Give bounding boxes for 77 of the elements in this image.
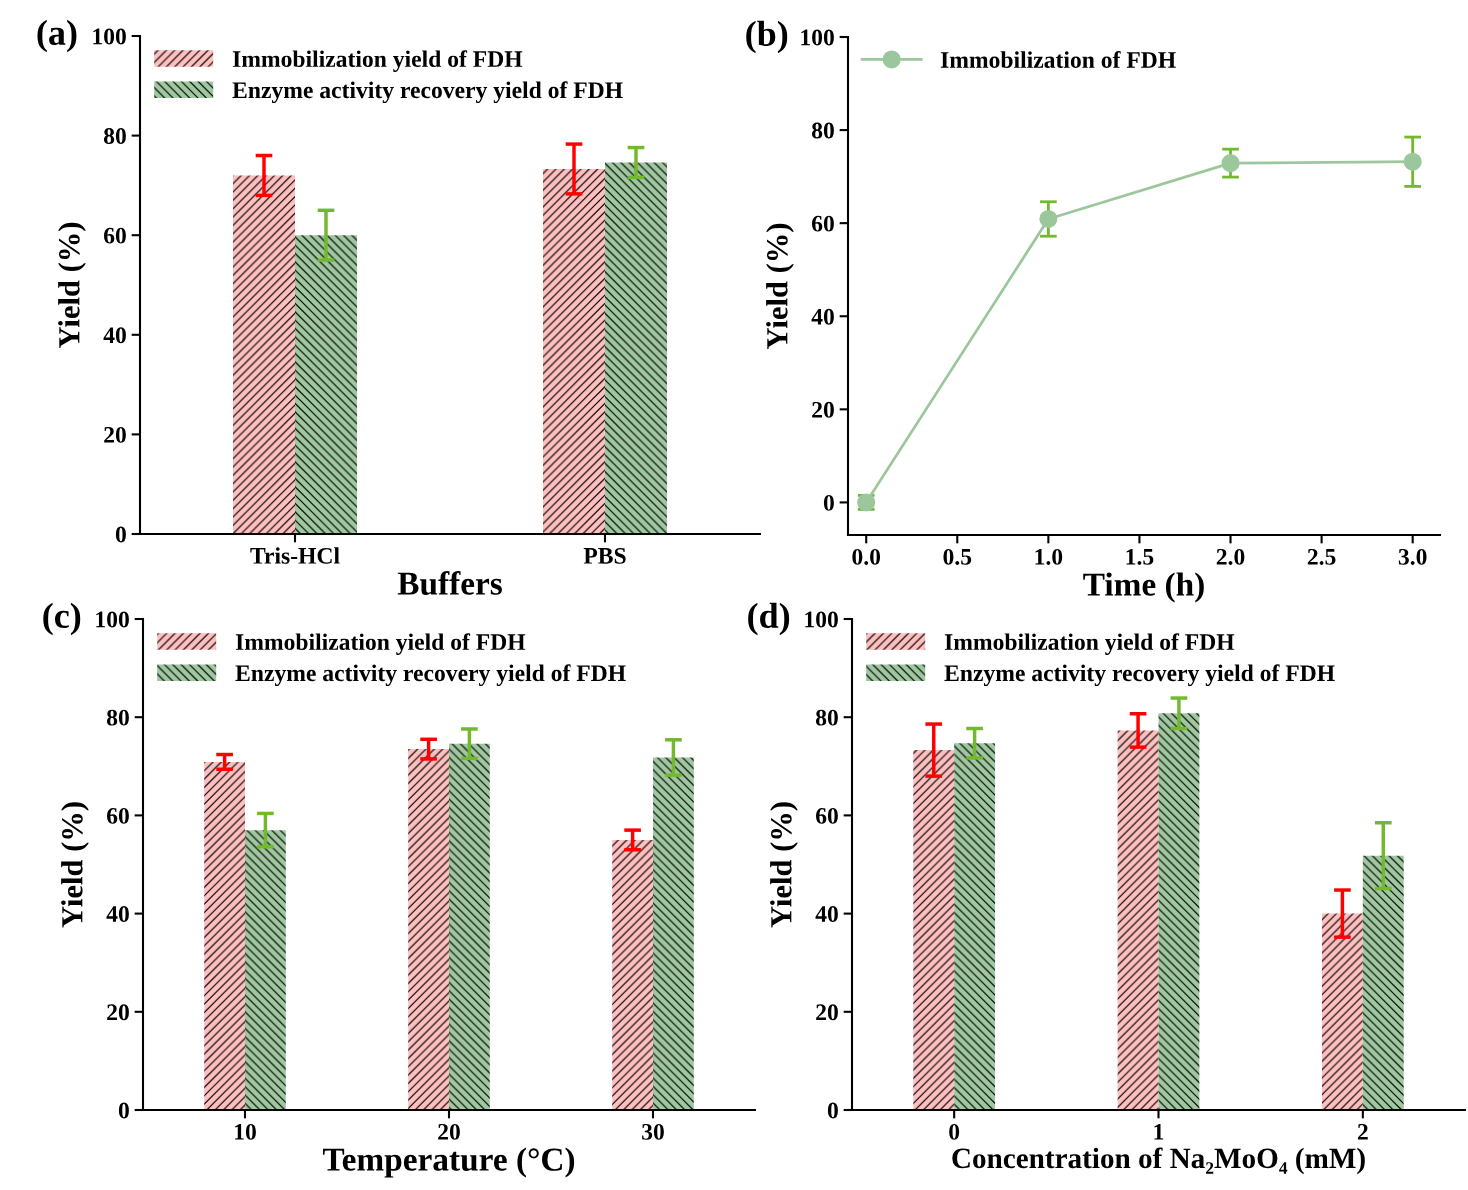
y-axis-title: Yield (%) (58, 222, 86, 348)
legend-label: Enzyme activity recovery yield of FDH (232, 81, 623, 104)
y-tick-label: 60 (816, 807, 838, 824)
bar (612, 839, 653, 1110)
legend-label: Immobilization of FDH (940, 51, 1176, 68)
bar (245, 830, 286, 1110)
x-axis-title: Concentration of Na₂MoO₄ (mM) (952, 1147, 1365, 1175)
chart-title: (c) (43, 602, 81, 636)
x-tick-label: 0 (949, 1123, 960, 1140)
point (1221, 154, 1240, 173)
x-tick-label: 10 (235, 1123, 256, 1140)
x-tick-label: PBS (583, 547, 626, 564)
bar (204, 761, 245, 1110)
y-tick-label: 20 (816, 1004, 838, 1021)
bar (605, 162, 667, 534)
bar (449, 743, 490, 1110)
x-tick-label: 30 (642, 1123, 664, 1140)
legend-label: Immobilization yield of FDH (232, 50, 523, 72)
y-tick-label: 0 (118, 1102, 129, 1119)
chart-title: (a) (37, 19, 77, 53)
x-tick-label: 2.0 (1216, 548, 1245, 565)
legend-label: Enzyme activity recovery yield of FDH (235, 664, 626, 687)
y-tick-label: 60 (104, 227, 126, 244)
legend-label: Immobilization yield of FDH (235, 633, 526, 655)
y-tick-label: 60 (107, 807, 129, 824)
y-tick-label: 80 (815, 709, 838, 726)
y-tick-label: 80 (811, 122, 834, 139)
x-axis-title: Temperature (°C) (322, 1147, 575, 1178)
y-tick-label: 40 (106, 906, 129, 923)
y-tick-label: 100 (801, 29, 834, 46)
x-tick-label: 1.5 (1126, 548, 1154, 565)
point (1403, 152, 1422, 171)
y-tick-label: 20 (812, 401, 834, 418)
bar (913, 750, 955, 1110)
x-tick-label: 1.0 (1035, 548, 1063, 565)
bar (295, 235, 357, 534)
bar (1117, 730, 1159, 1110)
y-tick-label: 100 (96, 611, 129, 628)
chart-title: (d) (748, 602, 790, 636)
x-tick-label: Tris-HCl (250, 547, 340, 564)
y-tick-label: 0 (827, 1102, 838, 1119)
legend-label: Enzyme activity recovery yield of FDH (944, 664, 1335, 687)
y-tick-label: 60 (812, 215, 834, 232)
y-tick-label: 100 (805, 611, 838, 628)
bar (408, 749, 449, 1110)
y-tick-label: 0 (115, 526, 126, 543)
bar (1321, 913, 1363, 1110)
legend-label: Immobilization yield of FDH (944, 633, 1235, 655)
bar (954, 743, 996, 1110)
y-tick-label: 40 (103, 327, 126, 344)
bar (1362, 855, 1404, 1110)
y-axis-title: Yield (%) (770, 802, 798, 928)
x-tick-label: 20 (438, 1123, 460, 1140)
x-axis-title: Buffers (397, 571, 502, 595)
y-tick-label: 100 (93, 28, 126, 45)
bar (1158, 713, 1200, 1110)
y-axis-title: Yield (%) (766, 223, 794, 349)
y-tick-label: 40 (815, 906, 838, 923)
x-tick-label: 1 (1154, 1123, 1164, 1140)
bar (543, 168, 605, 534)
bar (233, 175, 295, 534)
chart-title: (b) (746, 20, 788, 54)
x-tick-label: 2.5 (1307, 548, 1336, 565)
bar (653, 757, 694, 1110)
y-tick-label: 20 (107, 1004, 129, 1021)
y-tick-label: 40 (811, 308, 834, 325)
y-tick-label: 80 (103, 128, 126, 145)
x-tick-label: 0.5 (943, 548, 972, 565)
y-axis-title: Yield (%) (61, 802, 89, 928)
y-tick-label: 0 (823, 494, 834, 511)
x-tick-label: 0.0 (852, 548, 881, 565)
y-tick-label: 80 (106, 709, 129, 726)
point (1039, 209, 1058, 229)
x-axis-title: Time (h) (1083, 572, 1204, 603)
x-tick-label: 2 (1357, 1123, 1368, 1140)
y-tick-label: 20 (104, 426, 126, 443)
x-tick-label: 3.0 (1398, 548, 1427, 565)
